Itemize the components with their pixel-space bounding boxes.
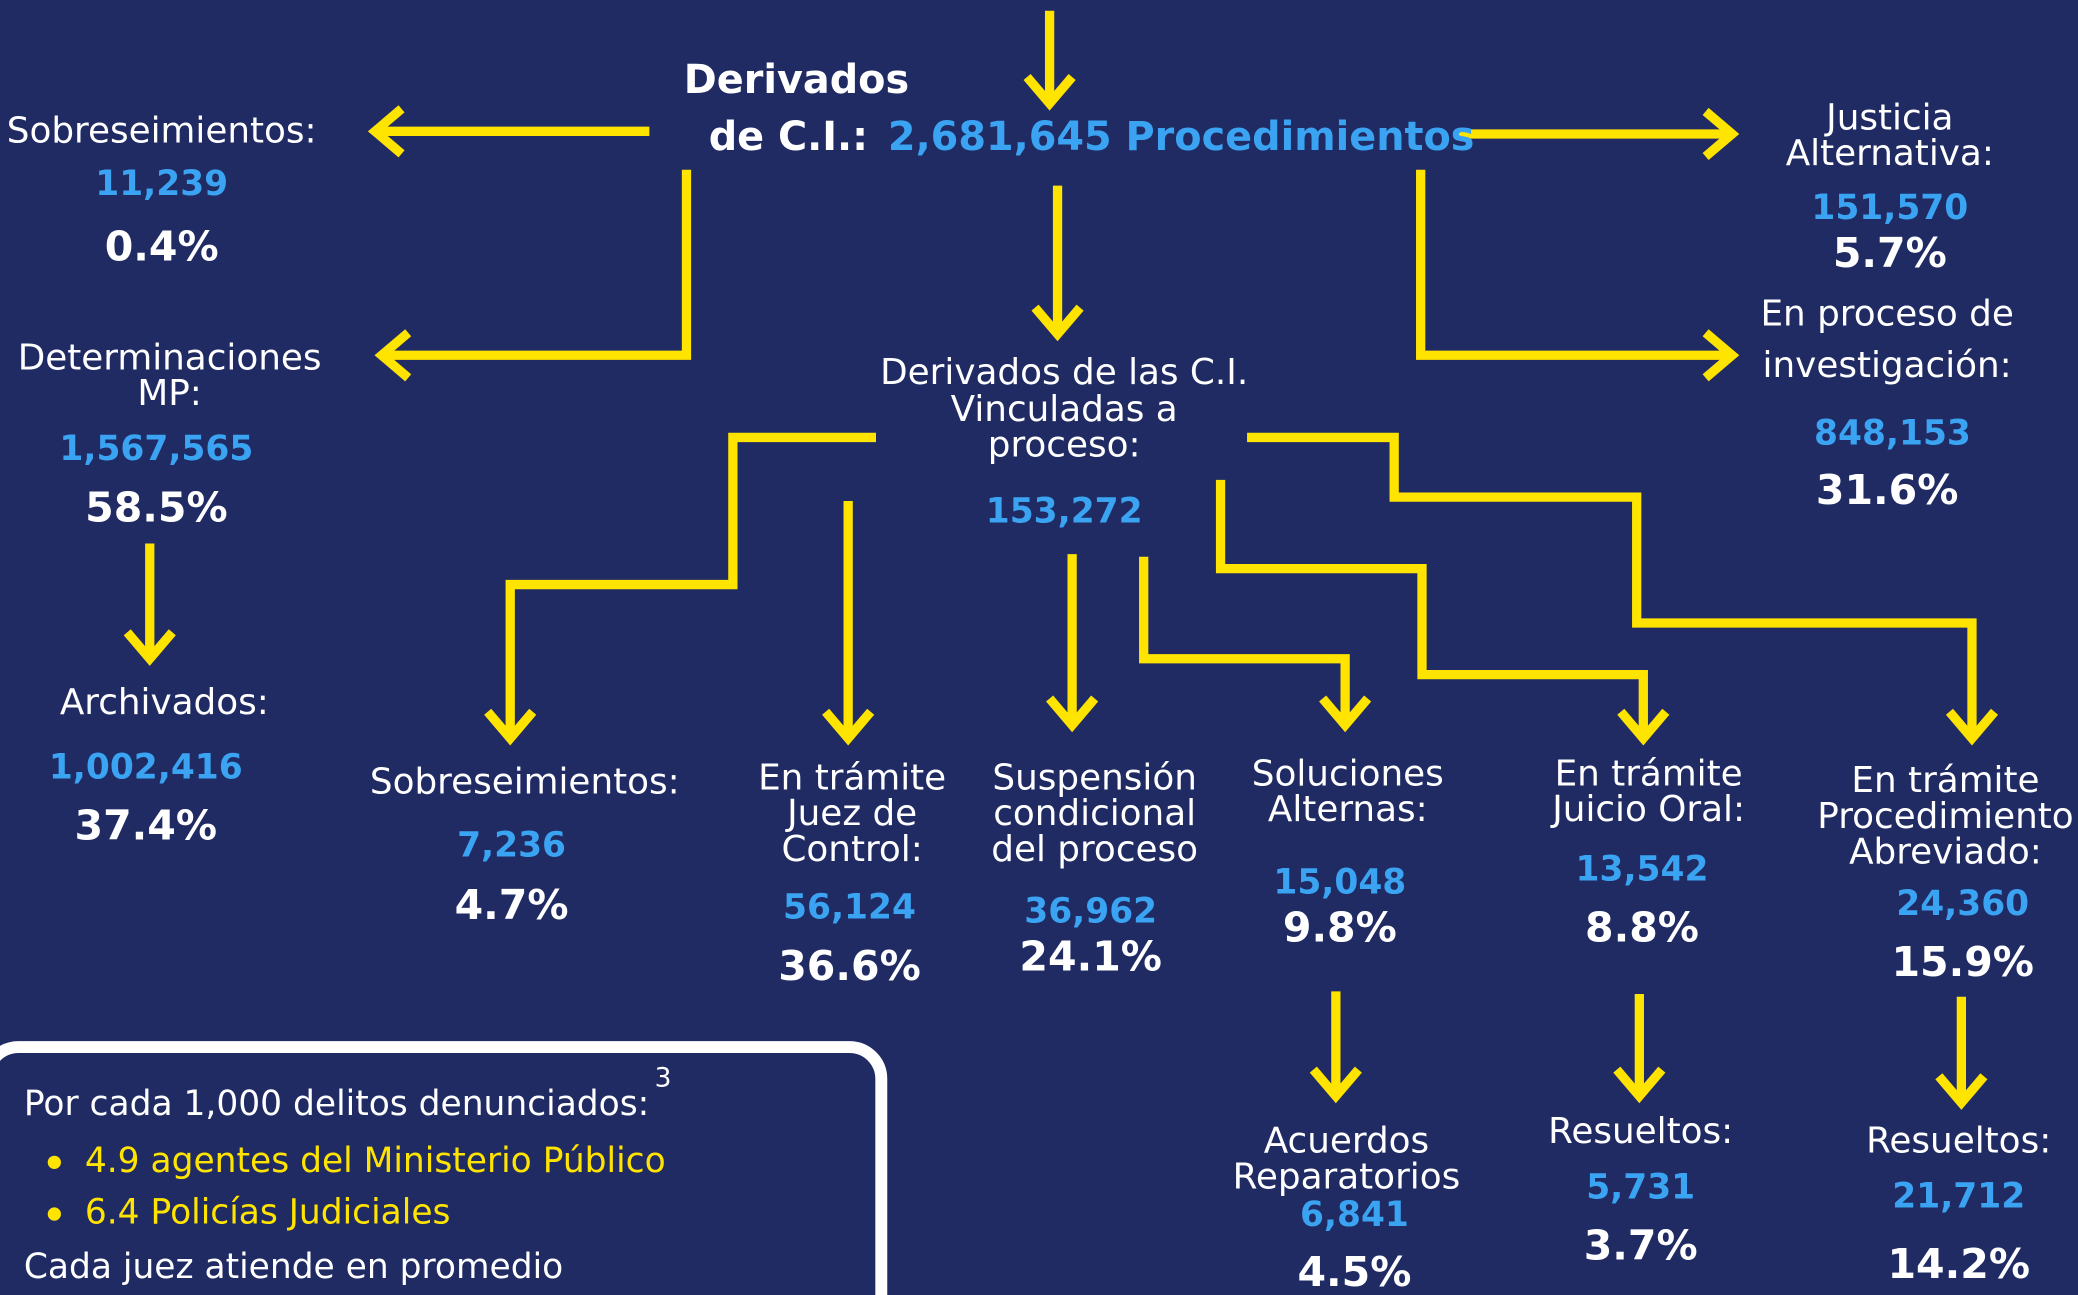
arrow <box>1416 169 1740 382</box>
node-label: Procedimiento <box>1817 796 2073 837</box>
note-title: Por cada 1,000 delitos denunciados: <box>24 1084 649 1124</box>
node-count: 7,236 <box>457 825 566 865</box>
node-label: MP: <box>137 373 201 414</box>
node-label: Acuerdos <box>1264 1120 1429 1161</box>
header-total: 2,681,645 Procedimientos <box>888 114 1475 160</box>
note-box: Por cada 1,000 delitos denunciados: 3 4.… <box>0 1041 888 1295</box>
node-label: Abreviado: <box>1849 832 2042 873</box>
node-label: Resueltos: <box>1548 1111 1733 1152</box>
node-percent: 4.7% <box>455 881 569 929</box>
node-label: Archivados: <box>60 682 269 723</box>
node-label: Reparatorios <box>1233 1156 1461 1197</box>
node-label: Justicia <box>1824 97 1953 138</box>
node-percent: 8.8% <box>1585 903 1699 951</box>
node-count: 151,570 <box>1811 188 1968 228</box>
node-label: Determinaciones <box>18 337 322 378</box>
node-percent: 0.4% <box>105 222 219 270</box>
note-bullet: 6.4 Policías Judiciales <box>85 1193 451 1233</box>
node-count: 15,048 <box>1273 863 1406 903</box>
bullet-dot <box>47 1207 61 1221</box>
node-label: Control: <box>781 829 922 870</box>
node-count: 11,239 <box>95 164 228 204</box>
node-label: del proceso <box>991 829 1198 870</box>
header-line1: Derivados <box>684 57 909 103</box>
node-percent: 24.1% <box>1019 933 1162 981</box>
node-percent: 36.6% <box>778 942 921 990</box>
node-count: 1,567,565 <box>59 429 253 469</box>
node-label: Alternas: <box>1268 789 1428 830</box>
note-bullet: 4.9 agentes del Ministerio Público <box>85 1141 666 1181</box>
node-label: Resueltos: <box>1866 1120 2051 1161</box>
node-percent: 31.6% <box>1816 466 1959 514</box>
arrow <box>374 169 692 382</box>
arrow <box>1247 432 1999 746</box>
node-percent: 9.8% <box>1283 903 1397 951</box>
node-count: 21,712 <box>1892 1177 2025 1217</box>
node-percent: 15.9% <box>1891 938 2034 986</box>
node-count: 56,124 <box>783 888 916 928</box>
arrow <box>484 432 876 746</box>
node-label: En trámite <box>1851 760 2039 801</box>
node-label: Derivados de las C.I. <box>880 352 1248 393</box>
arrow <box>1215 479 1670 746</box>
node-percent: 58.5% <box>85 483 228 531</box>
node-label: Juez de <box>785 793 917 834</box>
node-label: Vinculadas a <box>951 389 1178 430</box>
node-count: 5,731 <box>1586 1167 1695 1207</box>
node-count: 36,962 <box>1024 892 1157 932</box>
node-label: investigación: <box>1763 345 2012 386</box>
node-label: Juicio Oral: <box>1550 789 1745 830</box>
node-label: proceso: <box>988 425 1141 466</box>
arrow <box>1139 556 1372 733</box>
node-count: 13,542 <box>1576 849 1709 889</box>
node-count: 848,153 <box>1814 413 1971 453</box>
nodes: Sobreseimientos: 11,239 0.4% Determinacione… <box>7 97 2074 1295</box>
node-percent: 5.7% <box>1833 229 1947 277</box>
node-count: 6,841 <box>1300 1195 1409 1235</box>
node-label: Alternativa: <box>1786 133 1994 174</box>
node-count: 153,272 <box>986 491 1143 531</box>
note-superscript: 3 <box>655 1062 672 1093</box>
node-label: Sobreseimientos: <box>7 111 317 152</box>
node-label: En trámite <box>1555 753 1743 794</box>
node-label: Suspensión <box>992 757 1196 798</box>
node-count: 24,360 <box>1896 884 2029 924</box>
node-label: condicional <box>993 793 1196 834</box>
node-percent: 14.2% <box>1887 1240 2030 1288</box>
header-line2: de C.I.: <box>709 114 868 160</box>
node-percent: 37.4% <box>75 801 218 849</box>
node-percent: 3.7% <box>1584 1222 1698 1270</box>
node-label: Soluciones <box>1252 753 1444 794</box>
node-count: 1,002,416 <box>49 747 243 787</box>
note-border <box>0 1041 888 1295</box>
node-percent: 4.5% <box>1297 1248 1411 1295</box>
bullet-dot <box>47 1155 61 1169</box>
arrows <box>123 10 1999 1110</box>
node-label: En trámite <box>758 757 946 798</box>
node-label: En proceso de <box>1760 294 2013 335</box>
node-label: Sobreseimientos: <box>370 761 680 802</box>
note-footer: Cada juez atiende en promedio <box>24 1247 563 1287</box>
